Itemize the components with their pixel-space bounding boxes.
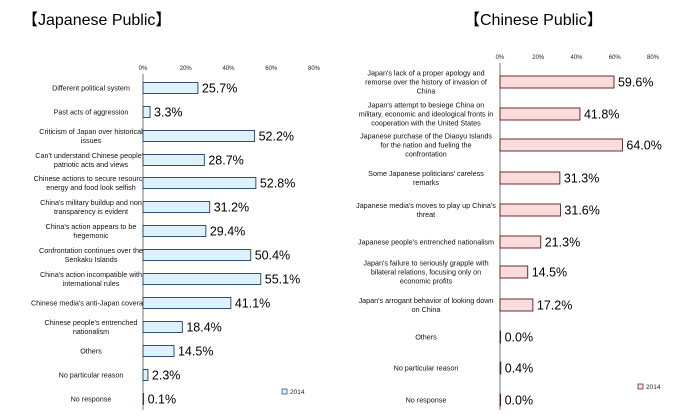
cn-category-label: Japanese purchase of the Diaoyu Islands f…: [360, 131, 492, 158]
jp-value-label: 41.1%: [235, 297, 270, 311]
jp-category-label: Different political system: [52, 84, 130, 93]
jp-tick-label: 40%: [222, 66, 235, 72]
cn-bar: [499, 393, 502, 407]
jp-value-label: 52.8%: [260, 177, 295, 191]
jp-bar: [142, 130, 256, 142]
jp-category-label: Others: [80, 347, 102, 356]
cn-tick-label: 0%: [496, 55, 505, 61]
jp-legend-swatch: [281, 388, 288, 395]
jp-value-label: 28.7%: [208, 154, 243, 168]
jp-bar: [142, 393, 145, 405]
cn-bar: [499, 265, 529, 279]
cn-legend-swatch: [637, 383, 644, 390]
cn-value-label: 31.3%: [564, 172, 599, 186]
cn-tick-label: 80%: [647, 55, 660, 61]
cn-value-label: 31.6%: [564, 204, 599, 218]
cn-value-label: 0.0%: [505, 331, 533, 345]
jp-value-label: 25.7%: [202, 82, 237, 96]
cn-legend-label: 2014: [646, 384, 661, 391]
cn-bar: [499, 75, 615, 89]
cn-category-label: Japanese people's entrenched nationalism: [358, 238, 494, 247]
jp-bar: [142, 273, 262, 285]
jp-category-label: Chinese people's entrenched nationalism: [45, 318, 138, 336]
cn-tick-label: 40%: [570, 55, 583, 61]
jp-tick-label: 80%: [308, 66, 321, 72]
jp-bar: [142, 249, 252, 261]
jp-category-label: Criticism of Japan over historical issues: [39, 127, 143, 145]
cn-category-label: Some Japanese politicians' careless remar…: [368, 169, 484, 187]
jp-bar: [142, 225, 207, 237]
jp-bar: [142, 345, 175, 357]
cn-bar: [499, 203, 561, 217]
jp-tick-label: 60%: [265, 66, 278, 72]
jp-category-label: Can't understand Chinese people's patriot…: [35, 151, 147, 169]
cn-bar: [499, 138, 623, 152]
jp-bar: [142, 177, 257, 189]
cn-bar: [499, 171, 561, 185]
cn-category-label: Others: [415, 333, 437, 342]
jp-category-label: China's military buildup and non transpar…: [40, 198, 142, 216]
jp-category-label: China's action appears to be hegemonic: [46, 222, 137, 240]
jp-value-label: 0.1%: [148, 393, 177, 407]
cn-tick-label: 60%: [609, 55, 622, 61]
cn-bar: [499, 235, 542, 249]
jp-value-label: 18.4%: [186, 321, 221, 335]
jp-category-label: Chinese actions to secure resource, energ…: [34, 174, 149, 192]
jp-category-label: Past acts of aggression: [54, 108, 129, 117]
jp-value-label: 55.1%: [265, 273, 300, 287]
jp-value-label: 50.4%: [255, 249, 290, 263]
cn-value-label: 41.8%: [584, 108, 619, 122]
jp-tick-label: 0%: [139, 66, 148, 72]
jp-category-label: Confrontation continues over the Senkaku …: [39, 246, 143, 264]
jp-bar: [142, 297, 232, 309]
jp-value-label: 2.3%: [152, 369, 181, 383]
cn-value-label: 64.0%: [626, 139, 661, 153]
cn-value-label: 17.2%: [537, 299, 572, 313]
cn-category-label: Japan's failure to seriously grapple wit…: [363, 258, 488, 285]
jp-value-label: 14.5%: [178, 345, 213, 359]
cn-value-label: 21.3%: [545, 236, 580, 250]
jp-category-label: China's action incompatible with internat…: [40, 270, 142, 288]
cn-category-label: No response: [406, 396, 447, 405]
jp-value-label: 31.2%: [214, 201, 249, 215]
jp-tick-label: 20%: [180, 66, 193, 72]
japanese-panel-title: 【Japanese Public】: [22, 12, 172, 29]
jp-bar: [142, 369, 149, 381]
jp-legend-label: 2014: [290, 389, 305, 396]
jp-value-label: 52.2%: [259, 130, 294, 144]
cn-bar: [499, 361, 502, 375]
cn-bar: [499, 330, 502, 344]
cn-category-label: Japan's attempt to besiege China on milit…: [359, 100, 494, 127]
cn-value-label: 14.5%: [532, 266, 567, 280]
jp-bar: [142, 154, 205, 166]
cn-value-label: 0.4%: [505, 362, 534, 376]
cn-value-label: 59.6%: [618, 76, 653, 90]
cn-bar: [499, 298, 534, 312]
jp-bar: [142, 106, 151, 118]
jp-bar: [142, 201, 211, 213]
cn-category-label: Japanese media's moves to play up China'…: [356, 201, 496, 219]
jp-value-label: 29.4%: [210, 225, 245, 239]
cn-category-label: Japan's arrogant behavior of looking dow…: [359, 296, 494, 314]
jp-bar: [142, 321, 183, 333]
jp-value-label: 3.3%: [154, 106, 183, 120]
cn-category-label: No particular reason: [394, 364, 459, 373]
jp-category-label: No particular reason: [59, 371, 124, 380]
cn-bar: [499, 107, 581, 121]
jp-bar: [142, 82, 199, 94]
cn-category-label: Japan's lack of a proper apology and remo…: [365, 68, 487, 95]
jp-category-label: Chinese media's anti-Japan coverage: [31, 299, 151, 308]
cn-value-label: 0.0%: [505, 394, 533, 408]
cn-tick-label: 20%: [532, 55, 545, 61]
jp-category-label: No response: [71, 395, 112, 404]
chinese-panel-title: 【Chinese Public】: [464, 12, 603, 29]
